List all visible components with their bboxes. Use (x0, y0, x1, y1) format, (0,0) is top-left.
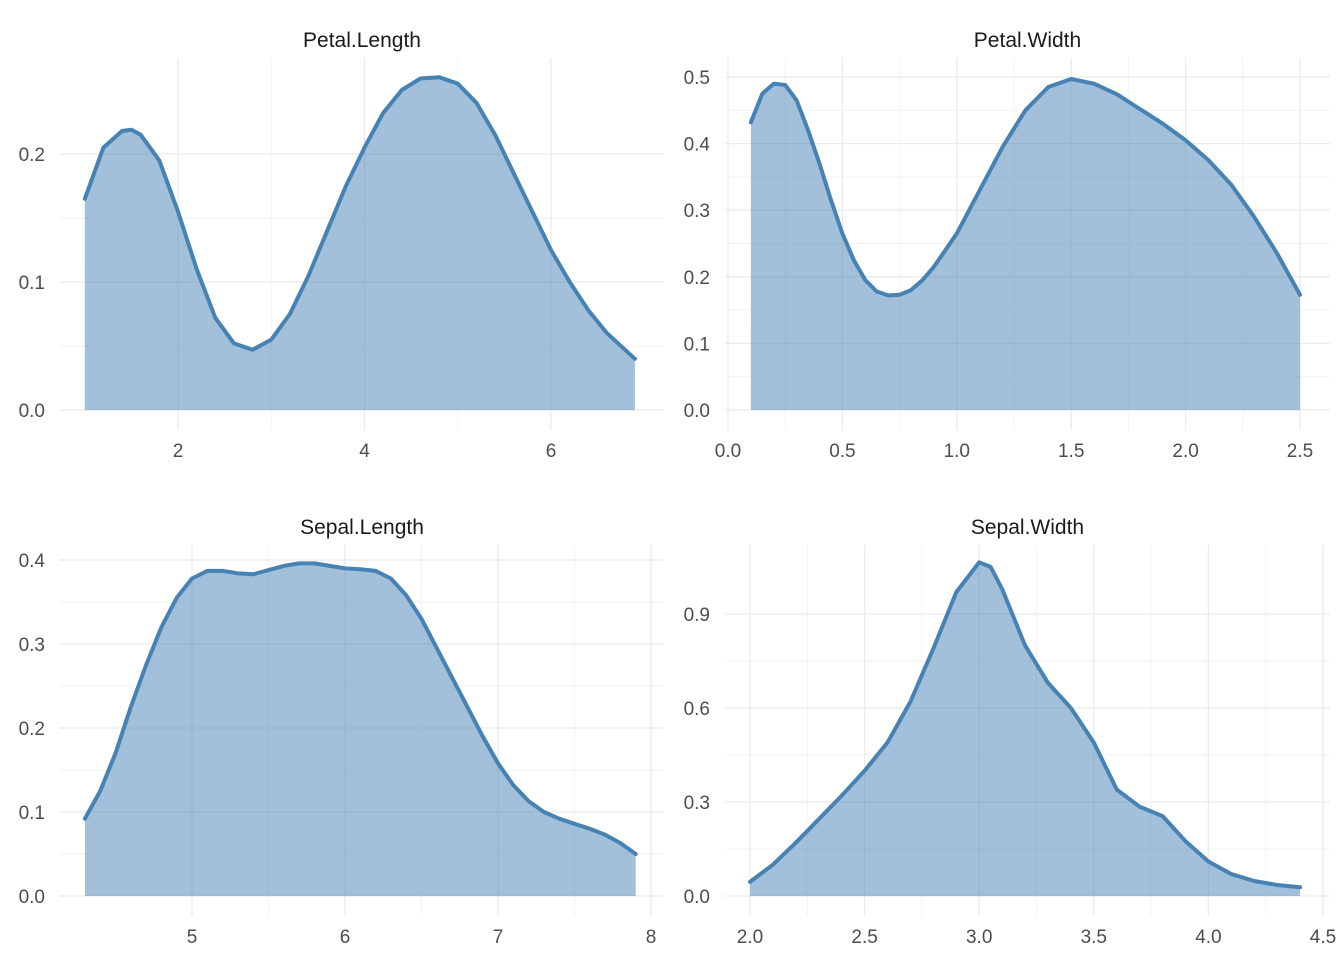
x-tick-label: 4 (359, 441, 370, 462)
y-tick-label: 0.3 (684, 793, 710, 814)
density-area (84, 563, 636, 896)
y-tick-label: 0.1 (19, 273, 45, 294)
x-tick-label: 6 (340, 927, 351, 948)
x-tick-label: 3.5 (1081, 927, 1107, 948)
density-panel: 2.0 2.5 3.0 3.5 4.0 4.5 0.0 0.3 0.6 0.9 Sepal.Widt… (684, 516, 1337, 948)
x-tick-label: 8 (646, 927, 657, 948)
y-tick-label: 0.1 (684, 334, 710, 355)
y-tick-label: 0.3 (19, 635, 45, 656)
x-tick-label: 0.0 (715, 441, 741, 462)
y-tick-label: 0.0 (684, 401, 710, 422)
y-tick-label: 0.5 (684, 68, 710, 89)
y-tick-label: 0.2 (19, 145, 45, 166)
density-panel: 0.0 0.5 1.0 1.5 2.0 2.5 0.0 0.1 0.2 0.3 0.4 0.5 Peta… (684, 29, 1330, 462)
panel-title: Petal.Width (974, 29, 1081, 52)
density-panel: 2 4 6 0.0 0.1 0.2 Petal.Length (19, 29, 664, 462)
x-tick-label: 2 (173, 441, 184, 462)
x-tick-label: 4.0 (1195, 927, 1221, 948)
y-tick-label: 0.3 (684, 201, 710, 222)
density-area (84, 77, 635, 410)
y-tick-label: 0.4 (684, 135, 711, 156)
x-tick-label: 0.5 (829, 441, 855, 462)
x-tick-label: 1.5 (1058, 441, 1084, 462)
x-tick-label: 5 (187, 927, 198, 948)
x-tick-label: 2.5 (851, 927, 877, 948)
panel-title: Petal.Length (303, 29, 421, 52)
y-tick-label: 0.0 (19, 401, 45, 422)
density-panel: 5 6 7 8 0.0 0.1 0.2 0.3 0.4 Sepal.Length (19, 516, 664, 948)
x-tick-label: 6 (546, 441, 557, 462)
y-tick-label: 0.0 (19, 887, 45, 908)
y-tick-label: 0.6 (684, 699, 710, 720)
density-area (750, 562, 1301, 896)
y-tick-label: 0.9 (684, 605, 710, 626)
x-tick-label: 2.5 (1287, 441, 1313, 462)
y-tick-label: 0.1 (19, 803, 45, 824)
x-tick-label: 1.0 (944, 441, 970, 462)
panel-title: Sepal.Length (300, 516, 424, 539)
density-line (82, 75, 637, 361)
x-tick-label: 2.0 (1172, 441, 1198, 462)
y-tick-label: 0.0 (684, 887, 710, 908)
x-tick-label: 2.0 (737, 927, 763, 948)
y-tick-label: 0.2 (19, 719, 45, 740)
y-tick-label: 0.4 (19, 551, 46, 572)
panel-title: Sepal.Width (971, 516, 1084, 539)
y-tick-label: 0.2 (684, 268, 710, 289)
x-tick-label: 4.5 (1310, 927, 1336, 948)
density-line (82, 561, 638, 856)
density-area (750, 79, 1300, 410)
x-tick-label: 7 (493, 927, 504, 948)
density-line (748, 77, 1302, 298)
density-line (748, 560, 1303, 890)
x-tick-label: 3.0 (966, 927, 992, 948)
